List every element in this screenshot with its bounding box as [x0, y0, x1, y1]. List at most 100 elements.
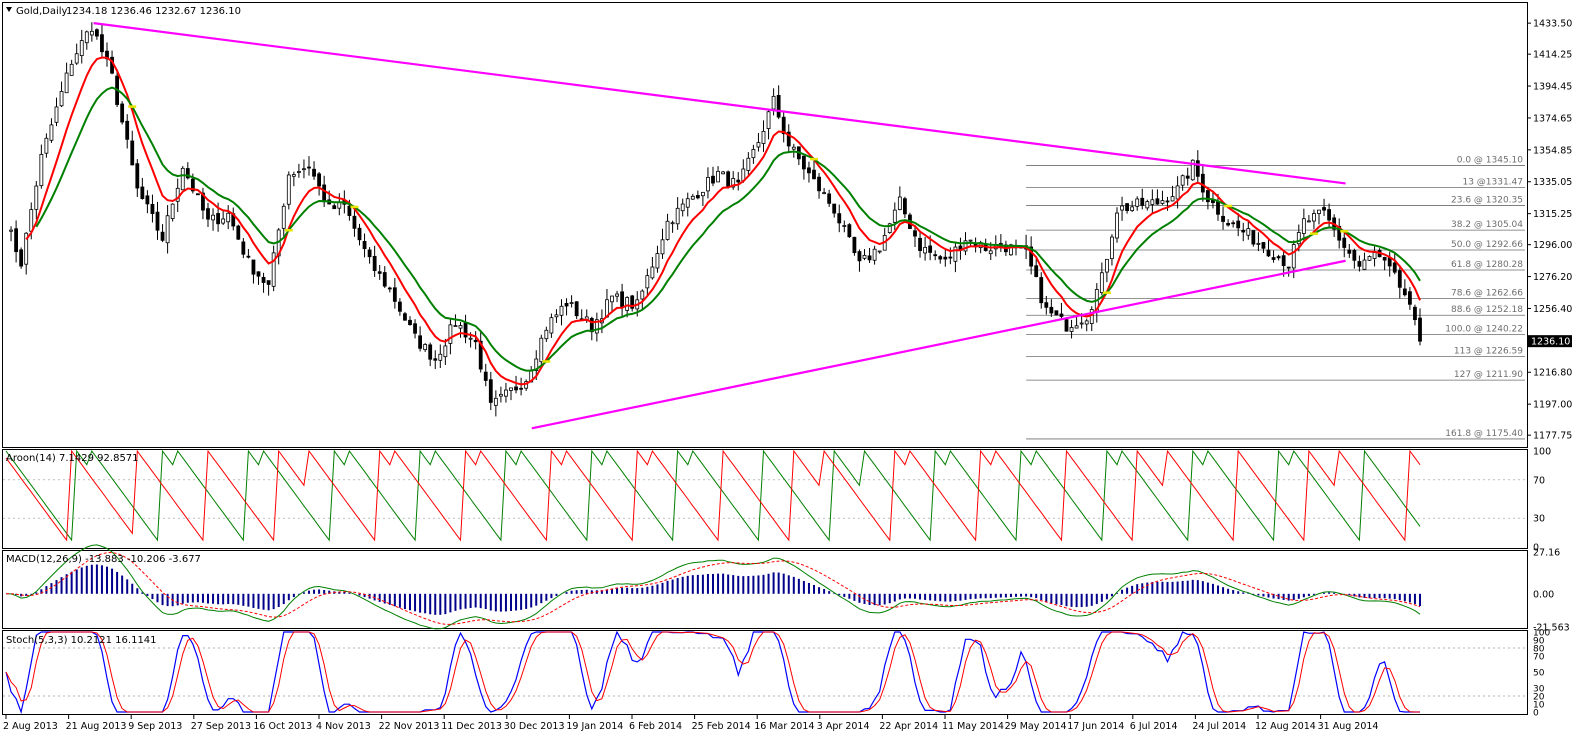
candle-body — [1347, 249, 1352, 254]
fib-level-label: 100.0 @ 1240.22 — [1445, 325, 1523, 335]
candle-body — [716, 170, 720, 183]
candle-body — [1286, 266, 1291, 269]
aroon-tick-label: 100 — [1533, 447, 1551, 458]
candle-body — [170, 203, 175, 219]
candle-body — [776, 94, 781, 118]
candle-body — [685, 198, 690, 208]
candle-body — [1241, 230, 1246, 233]
candle-body — [377, 271, 382, 274]
candle-body — [731, 178, 736, 188]
date-tick-label: 4 Nov 2013 — [316, 721, 371, 732]
stoch-tick-label: 80 — [1533, 645, 1545, 655]
candle-body — [630, 295, 635, 309]
fib-level-label: 88.6 @ 1252.18 — [1451, 305, 1523, 315]
candle-body — [1281, 255, 1286, 267]
candle-body — [1226, 222, 1230, 226]
candle-body — [438, 353, 443, 361]
candle-body — [751, 149, 756, 159]
candle-body — [296, 171, 301, 173]
candle-body — [397, 301, 402, 312]
macd-tick-label: -21.563 — [1533, 623, 1570, 634]
candle-body — [877, 250, 882, 253]
candle-body — [1170, 196, 1175, 202]
trendlines[interactable] — [93, 22, 1346, 430]
candle-body — [695, 195, 700, 199]
candle-body — [69, 63, 74, 76]
candle-body — [711, 175, 715, 184]
candle-body — [49, 124, 54, 141]
aroon-indicator: 100 70 30 0 — [3, 447, 1551, 554]
candle-body — [271, 252, 276, 287]
candle-body — [100, 34, 104, 53]
candle-body — [423, 344, 428, 351]
current-price-box — [1528, 335, 1572, 348]
candle-body — [357, 227, 362, 241]
candle-body — [59, 91, 64, 107]
date-tick-label: 24 Jul 2014 — [1192, 721, 1246, 732]
candle-body — [362, 241, 367, 250]
fib-level-label: 13 @1331.47 — [1462, 178, 1523, 188]
candle-body — [291, 174, 296, 177]
candle-body — [1301, 218, 1306, 234]
candle-body — [1352, 250, 1357, 261]
candle-body — [14, 228, 19, 253]
fib-level-label: 78.6 @ 1262.66 — [1451, 288, 1523, 298]
candle-body — [140, 186, 145, 199]
candle-body — [180, 167, 185, 191]
candle-body — [665, 220, 670, 240]
chart-menu-arrow-icon[interactable] — [6, 7, 12, 12]
stoch-tick-label: 70 — [1533, 653, 1545, 663]
candle-body — [89, 30, 94, 36]
candle-body — [943, 256, 948, 260]
candle-body — [827, 193, 832, 204]
candle-body — [286, 174, 291, 205]
candle-body — [211, 214, 215, 221]
candle-body — [726, 171, 731, 187]
candle-body — [246, 255, 251, 258]
date-tick-label: 2 Aug 2013 — [3, 721, 58, 732]
aroon-down-line — [5, 449, 1421, 542]
candle-body — [125, 120, 130, 140]
candle-body — [443, 345, 448, 358]
candle-body — [1054, 310, 1059, 316]
candle-body — [892, 209, 897, 223]
candle-body — [857, 251, 862, 262]
macd-indicator: 27.16 0.00 -21.563 — [5, 544, 1570, 634]
candle-body — [226, 212, 231, 223]
aroon-label: Aroon(14) 7.1429 92.8571 — [6, 453, 139, 464]
candle-body — [352, 215, 357, 229]
candle-body — [413, 323, 417, 334]
date-tick-label: 30 Dec 2013 — [504, 721, 565, 732]
candle-body — [897, 196, 902, 211]
candle-body — [812, 169, 816, 180]
candle-body — [44, 137, 49, 154]
candle-body — [1195, 160, 1200, 177]
candle-body — [453, 325, 458, 327]
macd-tick-label: 27.16 — [1533, 548, 1560, 559]
candle-body — [1064, 319, 1069, 332]
candle-body — [312, 168, 316, 177]
candle-body — [1392, 262, 1397, 273]
date-tick-label: 16 Mar 2014 — [754, 721, 814, 732]
candle-body — [165, 215, 170, 244]
candle-body — [1206, 190, 1210, 203]
candle-body — [504, 389, 508, 397]
candle-body — [1135, 198, 1140, 207]
date-tick-label: 22 Apr 2014 — [879, 721, 938, 732]
candle-body — [766, 111, 771, 129]
candle-body — [574, 301, 579, 317]
candle-body — [1150, 199, 1155, 205]
date-tick-label: 11 Dec 2013 — [441, 721, 502, 732]
ma-slow-line — [35, 86, 1421, 372]
date-tick-label: 3 Apr 2014 — [817, 721, 870, 732]
stoch-panel-frame — [2, 630, 1528, 715]
price-tick-label: 1335.05 — [1533, 177, 1572, 188]
trendline-upper — [93, 22, 1346, 185]
candle-body — [1387, 257, 1392, 267]
candle-body — [1402, 288, 1407, 296]
candle-body — [963, 240, 968, 252]
trendline-lower — [531, 259, 1346, 430]
candle-body — [266, 280, 271, 285]
